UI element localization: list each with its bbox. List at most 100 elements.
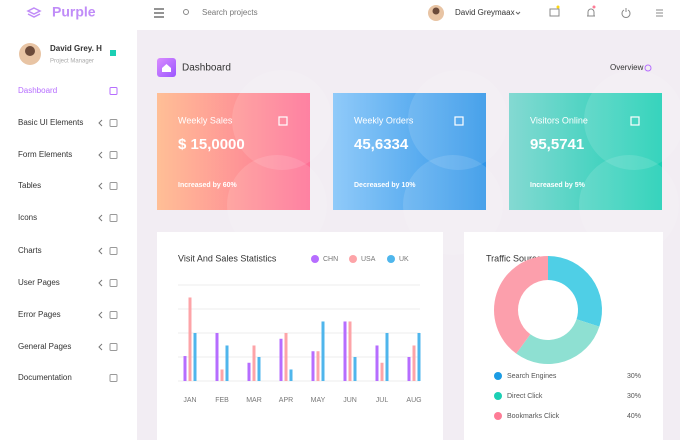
- sidebar: [0, 30, 137, 440]
- bar: [321, 321, 325, 381]
- menu-item[interactable]: Documentation: [18, 373, 118, 382]
- menu-label: General Pages: [18, 342, 71, 351]
- menu-icon: [109, 182, 118, 190]
- bar: [380, 362, 384, 381]
- brand-name[interactable]: Purple: [52, 4, 96, 20]
- card-bg: [333, 93, 486, 210]
- menu-icon: [109, 311, 118, 319]
- bar: [412, 345, 416, 381]
- x-tick-label: JUL: [376, 397, 389, 404]
- menu-label: Dashboard: [18, 86, 57, 95]
- avatar-face: [432, 7, 440, 15]
- menu-item[interactable]: Basic UI Elements: [18, 118, 118, 127]
- bar: [225, 345, 229, 381]
- card-deco: [227, 155, 327, 255]
- menu-item[interactable]: Error Pages: [18, 310, 118, 319]
- menu-icon: [109, 374, 118, 382]
- card-icon: [278, 116, 288, 126]
- menu-label: Form Elements: [18, 150, 72, 159]
- bar: [193, 333, 197, 381]
- legend-value: 40%: [627, 413, 641, 420]
- legend-label: USA: [361, 256, 376, 263]
- sidebar-menu: Dashboard Basic UI Elements Form Elements T…: [18, 86, 118, 382]
- brand-logo: [26, 7, 42, 18]
- menu-item[interactable]: User Pages: [18, 278, 118, 287]
- bar: [247, 362, 251, 381]
- bar: [257, 357, 261, 381]
- bar: [343, 321, 347, 381]
- menu-icon: [109, 279, 118, 287]
- card-title: Visitors Online: [530, 115, 588, 125]
- traffic-chart: Search Engines 30% Direct Click 30% Bookmark…: [493, 256, 641, 420]
- card-icon: [454, 116, 464, 126]
- list-icon[interactable]: [656, 9, 663, 17]
- bar: [284, 333, 288, 381]
- bar: [289, 369, 293, 381]
- legend-dot: [349, 255, 357, 263]
- x-tick-label: JUN: [343, 397, 357, 404]
- menu-icon: [109, 247, 118, 255]
- menu-item[interactable]: Tables: [18, 181, 118, 190]
- mail-badge: [556, 5, 560, 9]
- card-deco: [584, 70, 680, 170]
- donut-slice: [493, 256, 548, 354]
- stat-card: Weekly Sales $ 15,0000 Increased by 60%: [157, 70, 332, 255]
- bar: [183, 356, 187, 381]
- menu-caret: [98, 247, 103, 255]
- card-bg: [509, 93, 662, 210]
- x-tick-label: MAY: [311, 397, 326, 404]
- menu-label: Documentation: [18, 373, 72, 382]
- search-input[interactable]: Search projects: [202, 8, 258, 17]
- legend-label: Search Engines: [507, 373, 557, 380]
- menu-item[interactable]: Charts: [18, 246, 118, 255]
- user-caret: [515, 11, 521, 15]
- menu-label: Tables: [18, 181, 41, 190]
- bell-icon[interactable]: [587, 8, 595, 17]
- card-title: Weekly Orders: [354, 115, 414, 125]
- legend-dot: [387, 255, 395, 263]
- menu-toggle[interactable]: [154, 8, 164, 18]
- menu-caret: [98, 311, 103, 319]
- bar: [188, 297, 192, 381]
- card-note: Decreased by 10%: [354, 182, 416, 189]
- menu-icon: [109, 119, 118, 127]
- sales-panel: [157, 232, 443, 440]
- home-glyph: [162, 64, 171, 72]
- bar: [385, 333, 389, 381]
- legend-label: UK: [399, 256, 409, 263]
- bar: [215, 333, 219, 381]
- user-name[interactable]: David Greymaax: [455, 8, 515, 17]
- card-bg: [157, 93, 310, 210]
- menu-icon: [109, 87, 118, 95]
- profile-role: Project Manager: [50, 59, 94, 65]
- bar: [316, 351, 320, 381]
- donut-slice: [516, 319, 600, 364]
- traffic-title: Traffic Sources: [486, 253, 547, 263]
- power-icon[interactable]: [621, 8, 631, 18]
- legend-label: Bookmarks Click: [507, 413, 560, 420]
- menu-item[interactable]: Form Elements: [18, 150, 118, 159]
- bar: [279, 338, 283, 381]
- menu-label: Charts: [18, 246, 42, 255]
- legend-dot: [494, 412, 502, 420]
- card-deco: [403, 155, 503, 255]
- card-value: 45,6334: [354, 136, 409, 153]
- legend-value: 30%: [627, 393, 641, 400]
- bar: [353, 357, 357, 381]
- menu-label: Error Pages: [18, 310, 61, 319]
- bar: [311, 351, 315, 381]
- menu-item[interactable]: Dashboard: [18, 86, 118, 95]
- bar: [407, 357, 411, 381]
- x-tick-label: JAN: [183, 397, 196, 404]
- menu-icon: [109, 343, 118, 351]
- menu-caret: [98, 214, 103, 222]
- overview-link[interactable]: Overview: [610, 63, 644, 72]
- menu-item[interactable]: General Pages: [18, 342, 118, 351]
- legend-label: Direct Click: [507, 393, 543, 400]
- overview-icon: [644, 64, 652, 72]
- menu-item[interactable]: Icons: [18, 213, 118, 222]
- mail-icon[interactable]: [549, 8, 560, 17]
- x-tick-label: MAR: [246, 397, 262, 404]
